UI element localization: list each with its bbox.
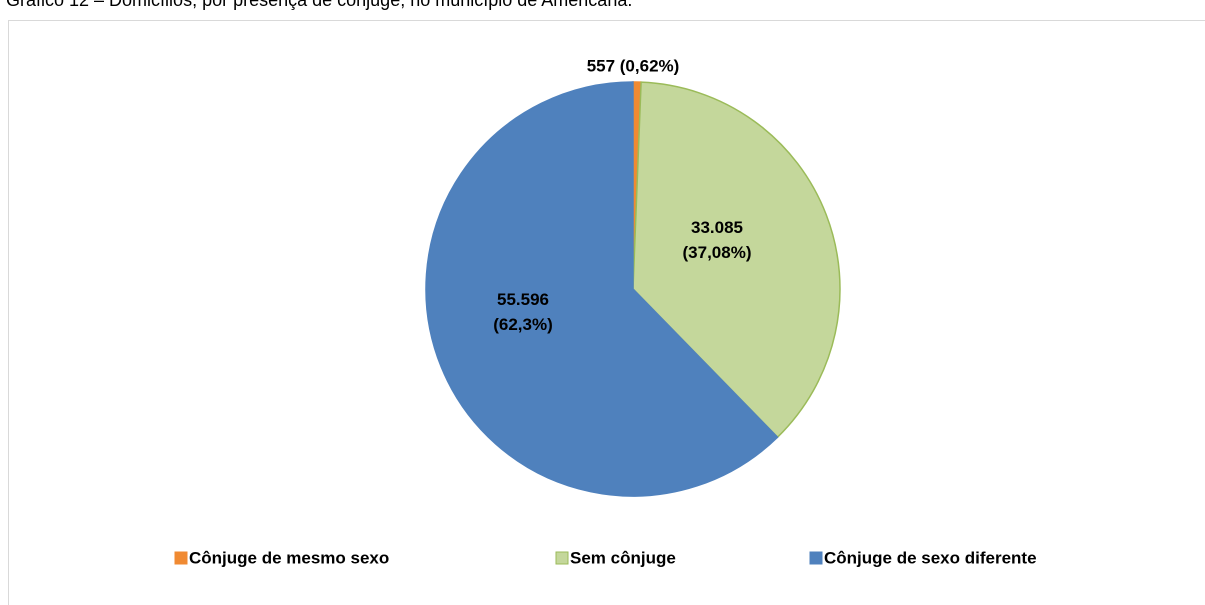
legend-swatch <box>809 551 823 565</box>
legend-label: Cônjuge de mesmo sexo <box>189 548 389 567</box>
data-label: 55.596 <box>497 290 549 309</box>
chart-title: Gráfico 12 – Domicílios, por presença de… <box>6 0 632 10</box>
chart-border <box>8 20 1205 605</box>
legend-swatch <box>555 551 569 565</box>
data-label: 33.085 <box>691 218 743 237</box>
legend-label: Sem cônjuge <box>570 548 676 567</box>
legend-label: Cônjuge de sexo diferente <box>824 548 1037 567</box>
pie-slice <box>425 81 779 497</box>
legend-swatch <box>174 551 188 565</box>
data-label: (62,3%) <box>493 315 553 334</box>
data-label: (37,08%) <box>683 243 752 262</box>
data-label: 557 (0,62%) <box>587 56 680 75</box>
pie-slice <box>632 81 841 439</box>
